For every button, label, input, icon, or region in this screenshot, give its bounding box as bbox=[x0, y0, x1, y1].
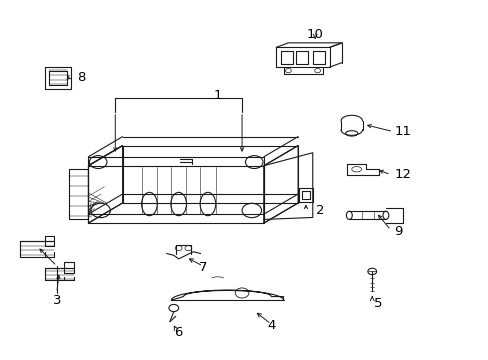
Text: 8: 8 bbox=[77, 71, 85, 84]
Text: 3: 3 bbox=[52, 294, 61, 307]
Text: 2: 2 bbox=[315, 204, 324, 217]
Text: 10: 10 bbox=[306, 28, 323, 41]
Text: 11: 11 bbox=[394, 125, 410, 138]
Text: 1: 1 bbox=[213, 89, 222, 102]
Text: 7: 7 bbox=[199, 261, 207, 274]
Text: 6: 6 bbox=[174, 326, 183, 339]
Text: 5: 5 bbox=[374, 297, 382, 310]
Text: 4: 4 bbox=[266, 319, 275, 332]
Text: 9: 9 bbox=[393, 225, 402, 238]
Text: 12: 12 bbox=[394, 168, 410, 181]
